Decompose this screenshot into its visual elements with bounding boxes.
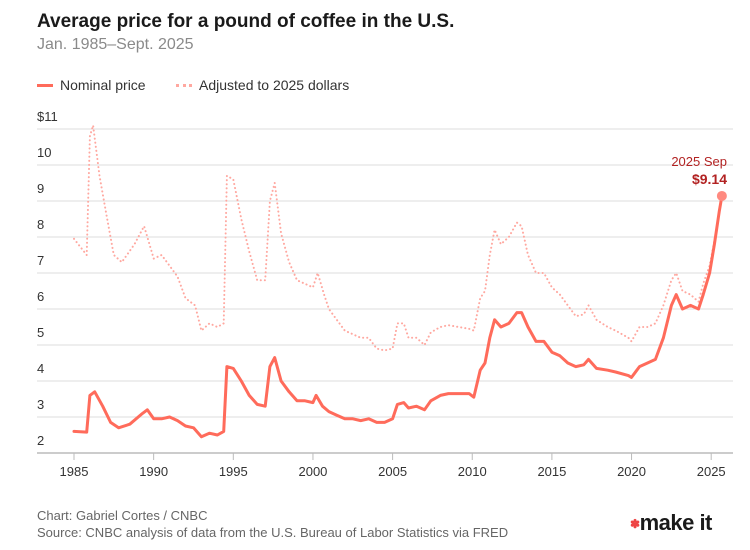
chart-source: Source: CNBC analysis of data from the U…	[37, 525, 509, 540]
cnbc-make-it-logo: ✽make it	[630, 510, 712, 535]
x-tick-label: 2005	[378, 464, 407, 479]
series-line-nominal	[72, 194, 724, 439]
y-tick-label: $11	[37, 109, 58, 124]
x-tick-label: 2015	[537, 464, 566, 479]
legend-label: Nominal price	[60, 77, 146, 93]
y-tick-label: 2	[37, 433, 44, 448]
y-tick-label: 9	[37, 181, 44, 196]
y-tick-label: 4	[37, 361, 44, 376]
legend-swatch-solid	[37, 83, 53, 87]
legend-item-nominal: Nominal price	[37, 77, 146, 93]
series-line-adjusted	[73, 124, 723, 352]
x-tick-label: 2025	[697, 464, 726, 479]
peacock-icon: ✽	[630, 517, 640, 532]
x-tick-label: 1985	[60, 464, 89, 479]
x-tick-label: 1990	[139, 464, 168, 479]
y-tick-label: 7	[37, 253, 44, 268]
x-tick-label: 2010	[458, 464, 487, 479]
x-tick-label: 1995	[219, 464, 248, 479]
x-tick-label: 2000	[298, 464, 327, 479]
chart-subtitle: Jan. 1985–Sept. 2025	[37, 36, 194, 53]
annotation-label: 2025 Sep	[671, 154, 727, 169]
x-tick-label: 2020	[617, 464, 646, 479]
legend-label: Adjusted to 2025 dollars	[199, 77, 350, 93]
chart-title: Average price for a pound of coffee in t…	[37, 11, 455, 32]
y-tick-label: 3	[37, 397, 44, 412]
y-tick-label: 6	[37, 289, 44, 304]
annotation-marker	[716, 190, 727, 201]
y-tick-label: 5	[37, 325, 44, 340]
y-tick-label: 10	[37, 145, 51, 160]
annotation-value: $9.14	[692, 171, 727, 187]
y-tick-label: 8	[37, 217, 44, 232]
legend-item-adjusted: Adjusted to 2025 dollars	[176, 77, 349, 93]
chart-credit: Chart: Gabriel Cortes / CNBC	[37, 508, 208, 523]
legend-swatch-dotted	[176, 83, 192, 90]
